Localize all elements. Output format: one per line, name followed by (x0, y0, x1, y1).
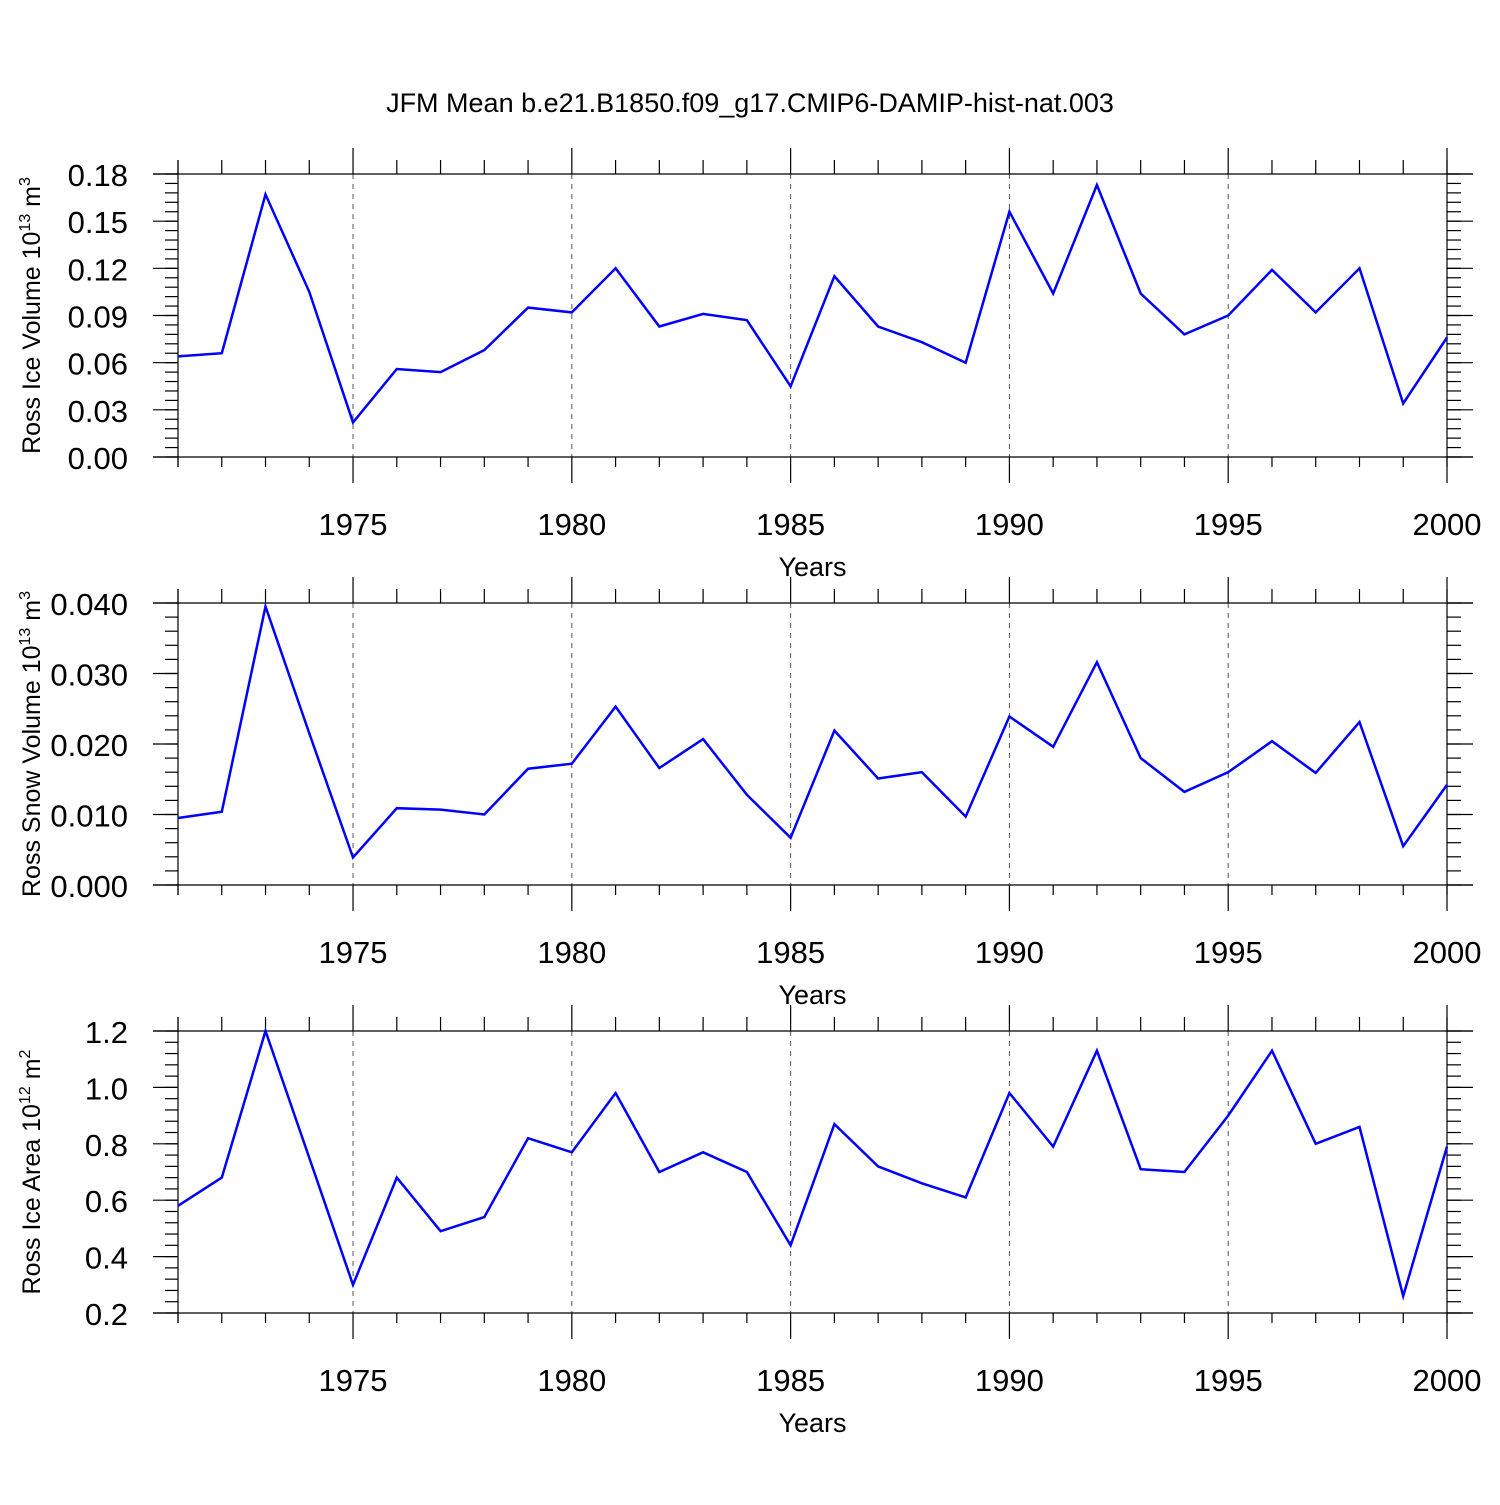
y-axis-label-ylabel-unit: m (18, 186, 46, 214)
y-tick-label: 0.020 (50, 728, 128, 763)
y-axis-label-ylabel-unit: m (18, 600, 46, 628)
y-tick-label: 0.03 (68, 394, 128, 429)
x-tick-label: 1980 (537, 1363, 606, 1398)
y-tick-label: 0.09 (68, 300, 128, 335)
chart-title: JFM Mean b.e21.B1850.f09_g17.CMIP6-DAMIP… (386, 88, 1114, 118)
x-tick-label: 1985 (756, 1363, 825, 1398)
y-tick-label: 0.18 (68, 158, 128, 193)
x-tick-label: 2000 (1413, 507, 1482, 542)
y-axis-label-ylabel-unit-sup: 3 (17, 591, 34, 600)
x-tick-label: 1980 (537, 935, 606, 970)
y-tick-label: 0.2 (85, 1297, 128, 1332)
y-axis-label-ylabel-sup: 12 (17, 1086, 34, 1104)
y-tick-label: 0.12 (68, 252, 128, 287)
y-axis-label-ylabel-unit-sup: 2 (17, 1049, 34, 1058)
series-line-ross-ice-volume (177, 181, 1449, 425)
y-tick-label: 0.4 (85, 1241, 128, 1276)
x-axis-label: Years (778, 1408, 846, 1438)
x-tick-label: 1975 (319, 1363, 388, 1398)
y-tick-label: 0.15 (68, 205, 128, 240)
y-tick-label: 0.6 (85, 1184, 128, 1219)
y-axis-label-ylabel-sup: 13 (17, 628, 34, 646)
x-tick-label: 2000 (1413, 935, 1482, 970)
y-axis-label-ylabel-sup: 13 (17, 214, 34, 232)
x-tick-label: 1990 (975, 1363, 1044, 1398)
x-tick-label: 1995 (1194, 935, 1263, 970)
y-tick-label: 0.8 (85, 1128, 128, 1163)
series-line-ross-ice-area (177, 1026, 1449, 1301)
y-axis-label-ylabel-unit: m (18, 1058, 46, 1086)
x-tick-label: 1990 (975, 935, 1044, 970)
series-line-ross-snow-volume (177, 601, 1449, 860)
y-tick-label: 0.000 (50, 869, 128, 904)
y-tick-label: 0.06 (68, 347, 128, 382)
x-tick-label: 1975 (319, 935, 388, 970)
x-axis-label: Years (778, 552, 846, 582)
y-axis-label: Ross Ice Area 1012 m2 (17, 1049, 46, 1294)
x-tick-label: 1990 (975, 507, 1044, 542)
x-tick-label: 2000 (1413, 1363, 1482, 1398)
y-tick-label: 1.0 (85, 1071, 128, 1106)
y-axis-label: Ross Ice Volume 1013 m3 (17, 177, 46, 454)
x-tick-label: 1975 (319, 507, 388, 542)
y-tick-label: 0.040 (50, 587, 128, 622)
y-axis-label-ylabel-unit-sup: 3 (17, 177, 34, 186)
y-axis-label-ylabel-main: Ross Ice Volume 10 (18, 232, 46, 454)
x-tick-label: 1995 (1194, 1363, 1263, 1398)
y-tick-label: 1.2 (85, 1015, 128, 1050)
y-axis-label-ylabel-main: Ross Snow Volume 10 (18, 645, 46, 897)
y-axis-label-ylabel-main: Ross Ice Area 10 (18, 1104, 46, 1294)
x-tick-label: 1985 (756, 935, 825, 970)
y-tick-label: 0.010 (50, 799, 128, 834)
x-axis-label: Years (778, 980, 846, 1010)
y-axis-label: Ross Snow Volume 1013 m3 (17, 591, 46, 897)
y-tick-label: 0.030 (50, 658, 128, 693)
x-tick-label: 1985 (756, 507, 825, 542)
x-tick-label: 1995 (1194, 507, 1263, 542)
x-tick-label: 1980 (537, 507, 606, 542)
y-tick-label: 0.00 (68, 441, 128, 476)
